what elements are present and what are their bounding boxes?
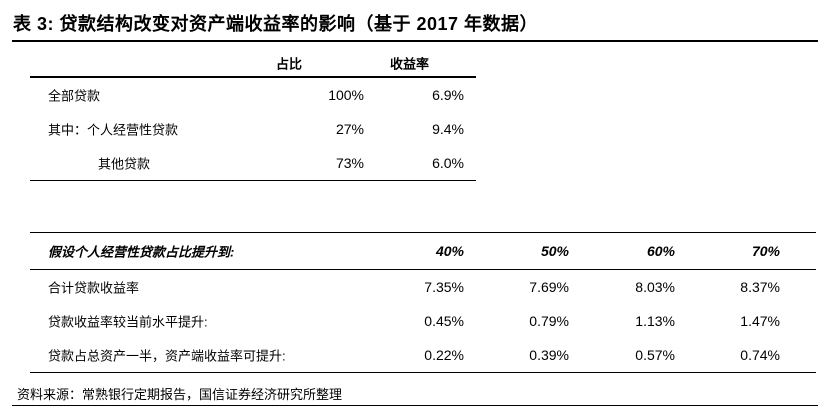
row-yield: 6.9% (432, 87, 464, 103)
table-title: 表 3: 贷款结构改变对资产端收益率的影响（基于 2017 年数据） (13, 14, 539, 34)
bottom-rule (12, 405, 818, 406)
scenario-table: 假设个人经营性贷款占比提升到: 40% 50% 60% 70% 合计贷款收益率 … (30, 232, 816, 373)
row-label: 全部贷款 (48, 88, 101, 104)
table-row: 贷款收益率较当前水平提升: 0.45% 0.79% 1.13% 1.47% (30, 304, 816, 338)
table-row: 全部贷款 100% 6.9% (30, 78, 476, 112)
source-note: 资料来源：常熟银行定期报告，国信证券经济研究所整理 (17, 387, 343, 402)
scenario-col-40: 40% (435, 243, 464, 259)
row-value: 7.35% (424, 279, 464, 295)
row-value: 0.22% (424, 347, 464, 363)
row-label: 其中：个人经营性贷款 (48, 122, 179, 138)
title-rule (12, 40, 818, 42)
scenario-table-header: 假设个人经营性贷款占比提升到: 40% 50% 60% 70% (30, 232, 816, 270)
table-row: 合计贷款收益率 7.35% 7.69% 8.03% 8.37% (30, 270, 816, 304)
row-value: 8.37% (740, 279, 780, 295)
row-yield: 9.4% (432, 121, 464, 137)
header-yield: 收益率 (390, 56, 430, 72)
row-yield: 6.0% (432, 155, 464, 171)
row-value: 1.13% (635, 313, 675, 329)
row-value: 8.03% (635, 279, 675, 295)
row-value: 1.47% (740, 313, 780, 329)
row-share: 73% (335, 155, 364, 171)
table-row: 其中：个人经营性贷款 27% 9.4% (30, 112, 476, 146)
row-value: 7.69% (529, 279, 569, 295)
scenario-col-60: 60% (646, 243, 675, 259)
row-label: 其他贷款 (98, 156, 151, 172)
table-row: 其他贷款 73% 6.0% (30, 146, 476, 181)
row-share: 27% (335, 121, 364, 137)
row-label: 贷款收益率较当前水平提升: (48, 314, 208, 330)
row-label: 合计贷款收益率 (48, 280, 140, 296)
row-value: 0.74% (740, 347, 780, 363)
row-share: 100% (328, 87, 364, 103)
row-value: 0.39% (529, 347, 569, 363)
row-value: 0.57% (635, 347, 675, 363)
loan-share-table: 占比 收益率 全部贷款 100% 6.9% 其中：个人经营性贷款 27% 9.4… (30, 50, 476, 181)
row-value: 0.79% (529, 313, 569, 329)
scenario-col-70: 70% (751, 243, 780, 259)
row-label: 贷款占总资产一半，资产端收益率可提升: (48, 348, 286, 364)
row-value: 0.45% (424, 313, 464, 329)
scenario-col-50: 50% (540, 243, 569, 259)
loan-share-table-header: 占比 收益率 (30, 50, 476, 78)
table-row: 贷款占总资产一半，资产端收益率可提升: 0.22% 0.39% 0.57% 0.… (30, 338, 816, 373)
scenario-header-label: 假设个人经营性贷款占比提升到: (48, 244, 235, 260)
header-share: 占比 (276, 56, 303, 72)
